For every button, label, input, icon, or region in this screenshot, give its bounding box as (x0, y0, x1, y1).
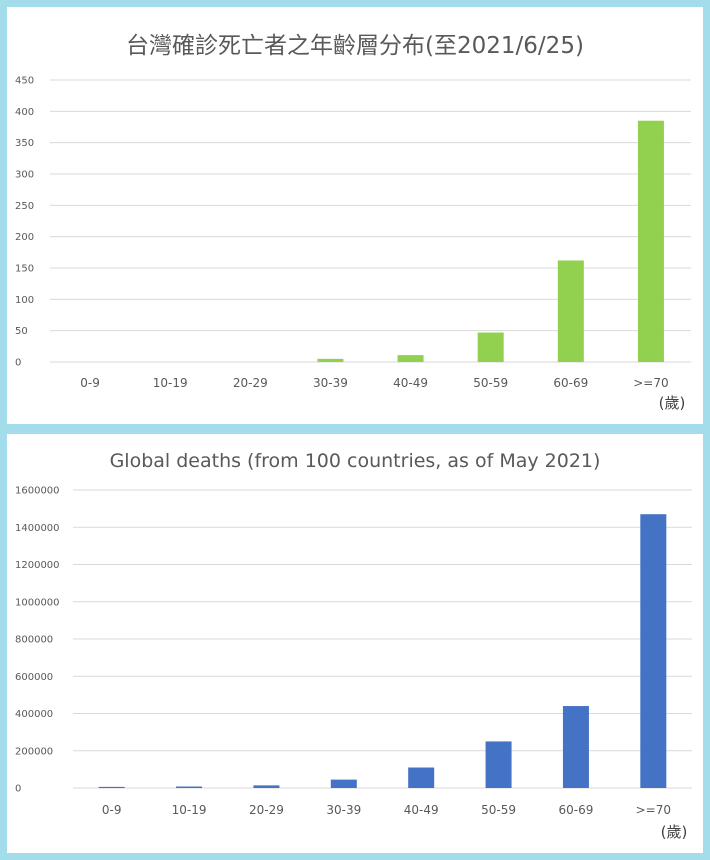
y-tick-label: 1400000 (15, 523, 60, 534)
x-tick-label: 60-69 (553, 376, 588, 390)
global-deaths-chart-panel: Global deaths (from 100 countries, as of… (7, 434, 703, 853)
x-tick-label: 40-49 (393, 376, 428, 390)
bar-50-59 (485, 741, 512, 788)
y-tick-label: 450 (15, 76, 34, 87)
x-tick-label: 10-19 (172, 803, 207, 817)
x-tick-label: 60-69 (559, 803, 594, 817)
y-tick-label: 350 (15, 138, 34, 149)
x-tick-label: 0-9 (80, 376, 100, 390)
bar->=70 (640, 514, 667, 788)
y-tick-label: 250 (15, 201, 34, 212)
x-axis-unit-label: (歲) (661, 823, 688, 841)
x-tick-label: 50-59 (481, 803, 516, 817)
x-tick-label: >=70 (633, 376, 668, 390)
y-tick-label: 0 (15, 784, 21, 795)
y-tick-label: 150 (15, 264, 34, 275)
bar-60-69 (557, 260, 584, 362)
bar-30-39 (330, 779, 357, 788)
y-tick-label: 0 (15, 358, 21, 369)
x-tick-label: >=70 (636, 803, 671, 817)
y-tick-label: 50 (15, 326, 28, 337)
y-tick-label: 1600000 (15, 486, 60, 497)
bar-10-19 (176, 786, 203, 788)
bar-50-59 (477, 332, 504, 362)
bar->=70 (637, 120, 664, 362)
y-tick-label: 200 (15, 232, 34, 243)
global-deaths-bar-chart: Global deaths (from 100 countries, as of… (15, 450, 692, 841)
y-tick-label: 200000 (15, 746, 53, 757)
x-tick-label: 30-39 (313, 376, 348, 390)
y-tick-label: 100 (15, 295, 34, 306)
x-tick-label: 30-39 (326, 803, 361, 817)
bar-0-9 (98, 786, 125, 788)
x-tick-label: 40-49 (404, 803, 439, 817)
bar-40-49 (397, 355, 424, 362)
y-tick-label: 1000000 (15, 597, 60, 608)
x-axis-unit-label: (歲) (659, 394, 686, 412)
taiwan-deaths-bar-chart: 台灣確診死亡者之年齡層分布(至2021/6/25) (歲) 0 50 100 150 2… (15, 33, 691, 412)
x-tick-label: 20-29 (249, 803, 284, 817)
taiwan-deaths-chart-panel: 台灣確診死亡者之年齡層分布(至2021/6/25) (歲) 0 50 100 150 2… (7, 7, 703, 424)
y-tick-label: 800000 (15, 635, 53, 646)
bar-30-39 (317, 358, 344, 362)
chart-title: Global deaths (from 100 countries, as of… (110, 450, 601, 472)
x-tick-label: 50-59 (473, 376, 508, 390)
y-tick-label: 1200000 (15, 560, 60, 571)
x-tick-label: 10-19 (153, 376, 188, 390)
x-tick-label: 0-9 (102, 803, 122, 817)
y-tick-label: 600000 (15, 672, 53, 683)
x-tick-label: 20-29 (233, 376, 268, 390)
bar-60-69 (562, 706, 589, 788)
y-tick-label: 300 (15, 170, 34, 181)
bar-20-29 (253, 785, 280, 788)
bar-40-49 (408, 767, 435, 788)
y-tick-label: 400000 (15, 709, 53, 720)
y-tick-label: 400 (15, 107, 34, 118)
chart-title: 台灣確診死亡者之年齡層分布(至2021/6/25) (126, 33, 584, 59)
